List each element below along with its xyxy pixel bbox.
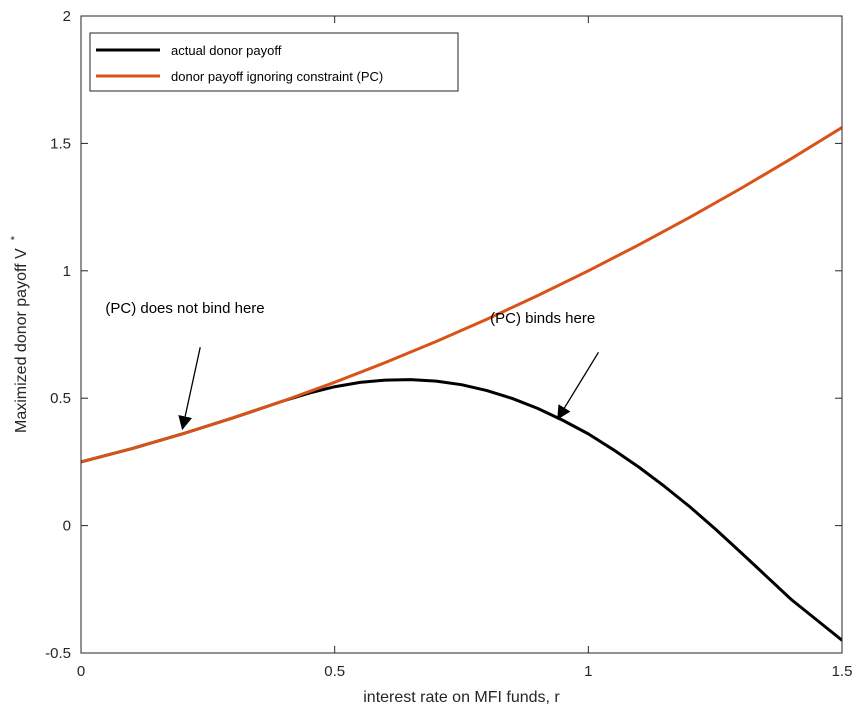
plot-background — [81, 16, 842, 653]
legend-box — [89, 32, 459, 92]
y-tick-label: 0.5 — [50, 390, 71, 407]
legend-entry-ignoring-constraint: donor payoff ignoring constraint (PC) — [171, 69, 383, 84]
x-axis-label: interest rate on MFI funds, r — [363, 689, 560, 706]
y-tick-label: 1.5 — [50, 135, 71, 152]
annotation-pc-binds-text: (PC) binds here — [490, 310, 595, 327]
annotation-layer: (PC) does not bind here (PC) binds here — [105, 300, 600, 431]
x-tick-label: 0 — [77, 663, 85, 680]
legend-entry-actual: actual donor payoff — [171, 43, 282, 58]
y-axis-label-text: Maximized donor payoff V — [13, 248, 30, 433]
y-tick-label: 1 — [63, 263, 71, 280]
x-tick-label: 1.5 — [832, 663, 853, 680]
y-tick-label: 0 — [63, 518, 71, 535]
y-tick-label: -0.5 — [45, 645, 71, 662]
series-layer — [81, 125, 842, 642]
legend: actual donor payoff donor payoff ignorin… — [89, 32, 459, 92]
x-tick-label: 1 — [584, 663, 592, 680]
y-axis-label-superscript: * — [9, 235, 21, 240]
y-tick-label: 2 — [63, 8, 71, 25]
plot-frame — [80, 15, 843, 654]
annotation-pc-does-not-bind-arrow — [178, 347, 201, 431]
annotation-pc-binds-arrow — [557, 351, 600, 420]
series-line-ignoring-constraint — [81, 125, 842, 464]
tick-layer: 0 0.5 1 1.5 -0.5 0 0.5 1 1.5 2 — [45, 8, 852, 680]
y-axis-label: Maximized donor payoff V * — [9, 235, 30, 433]
x-tick-label: 0.5 — [324, 663, 345, 680]
annotation-pc-does-not-bind-text: (PC) does not bind here — [105, 300, 264, 317]
